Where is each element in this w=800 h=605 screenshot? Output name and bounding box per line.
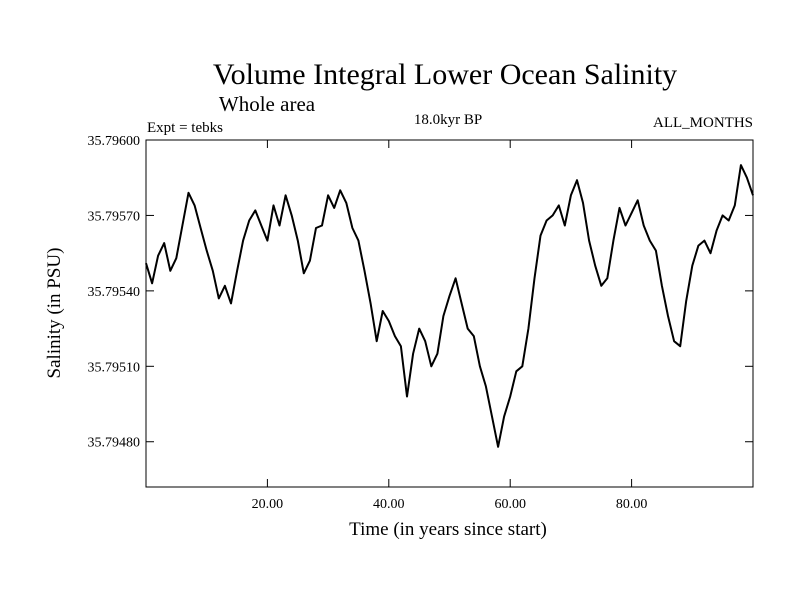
x-tick-label: 20.00 xyxy=(252,497,284,512)
period-label: 18.0kyr BP xyxy=(414,112,482,128)
y-tick-label: 35.79600 xyxy=(88,134,141,149)
plot-frame xyxy=(145,139,754,488)
chart-subtitle: Whole area xyxy=(219,92,316,116)
y-axis-label: Salinity (in PSU) xyxy=(44,248,65,379)
x-tick-label: 40.00 xyxy=(373,497,405,512)
months-label: ALL_MONTHS xyxy=(653,115,753,131)
x-axis-label: Time (in years since start) xyxy=(349,519,547,540)
y-tick-label: 35.79480 xyxy=(88,436,141,451)
y-axis-ticks: 35.79480 35.79510 35.79540 35.79570 35.79600 xyxy=(88,134,753,451)
salinity-series-line xyxy=(145,164,754,448)
experiment-label: Expt = tebks xyxy=(147,120,223,136)
x-axis-ticks: 20.00 40.00 60.00 80.00 xyxy=(252,140,648,512)
y-tick-label: 35.79570 xyxy=(88,209,141,224)
x-tick-label: 60.00 xyxy=(494,497,526,512)
x-tick-label: 80.00 xyxy=(616,497,648,512)
chart-title: Volume Integral Lower Ocean Salinity xyxy=(213,58,677,91)
y-tick-label: 35.79510 xyxy=(88,360,141,375)
y-tick-label: 35.79540 xyxy=(88,285,141,300)
